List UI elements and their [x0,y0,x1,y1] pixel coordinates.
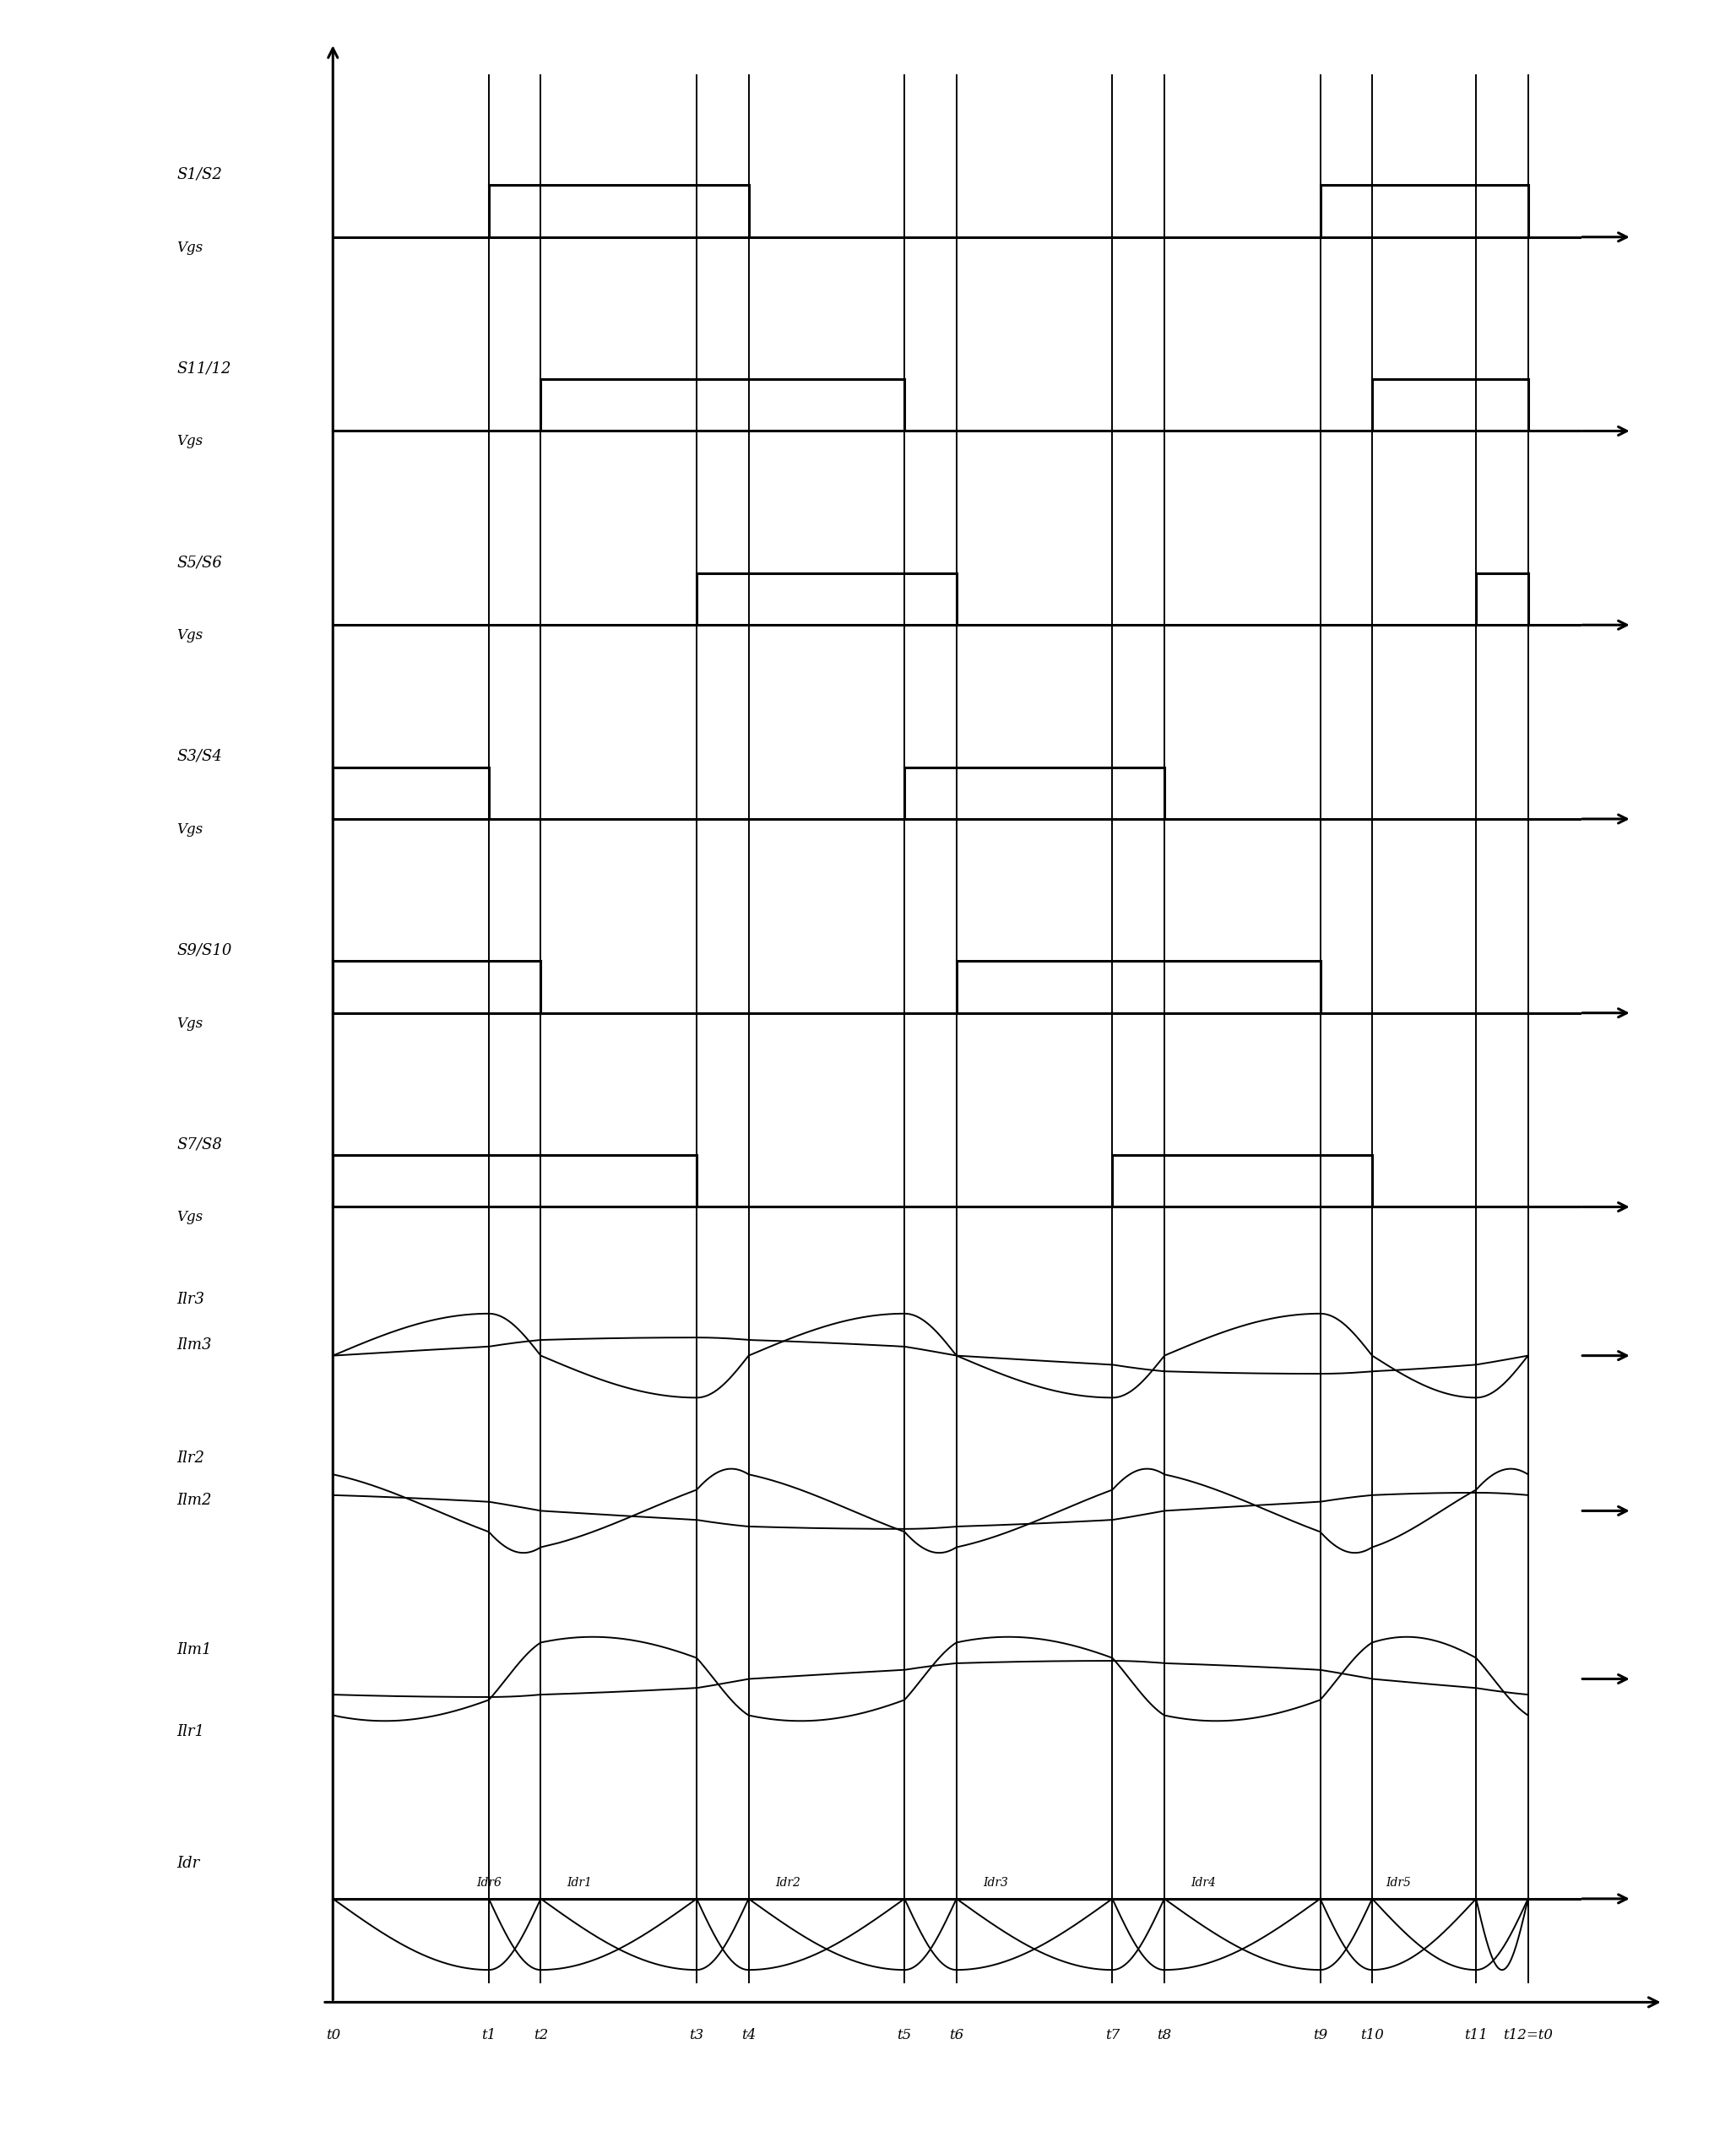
Text: t4: t4 [741,2028,755,2043]
Text: S9/S10: S9/S10 [177,943,233,958]
Text: Vgs: Vgs [177,822,203,838]
Text: t3: t3 [689,2028,703,2043]
Text: Vgs: Vgs [177,241,203,254]
Text: S5/S6: S5/S6 [177,555,222,571]
Text: t11: t11 [1463,2028,1488,2043]
Text: t10: t10 [1361,2028,1384,2043]
Text: t9: t9 [1312,2028,1328,2043]
Text: t8: t8 [1156,2028,1172,2043]
Text: Idr: Idr [177,1856,200,1871]
Text: t1: t1 [481,2028,496,2043]
Text: t0: t0 [326,2028,340,2043]
Text: t6: t6 [950,2028,963,2043]
Text: t12=t0: t12=t0 [1503,2028,1554,2043]
Text: t7: t7 [1106,2028,1120,2043]
Text: Ilr1: Ilr1 [177,1725,205,1740]
Text: Idr3: Idr3 [983,1877,1009,1888]
Text: Idr2: Idr2 [774,1877,800,1888]
Text: Idr1: Idr1 [568,1877,592,1888]
Text: Ilm2: Ilm2 [177,1492,212,1507]
Text: Vgs: Vgs [177,435,203,448]
Text: Ilm1: Ilm1 [177,1643,212,1658]
Text: Ilm3: Ilm3 [177,1337,212,1352]
Text: S1/S2: S1/S2 [177,168,222,183]
Text: Vgs: Vgs [177,1016,203,1031]
Text: Idr5: Idr5 [1385,1877,1411,1888]
Text: t5: t5 [898,2028,911,2043]
Text: Vgs: Vgs [177,1210,203,1225]
Text: Idr4: Idr4 [1191,1877,1215,1888]
Text: Idr6: Idr6 [476,1877,502,1888]
Text: S11/12: S11/12 [177,362,231,377]
Text: Vgs: Vgs [177,629,203,642]
Text: S3/S4: S3/S4 [177,749,222,764]
Text: Ilr2: Ilr2 [177,1451,205,1466]
Text: Ilr3: Ilr3 [177,1292,205,1307]
Text: S7/S8: S7/S8 [177,1137,222,1152]
Text: t2: t2 [533,2028,549,2043]
